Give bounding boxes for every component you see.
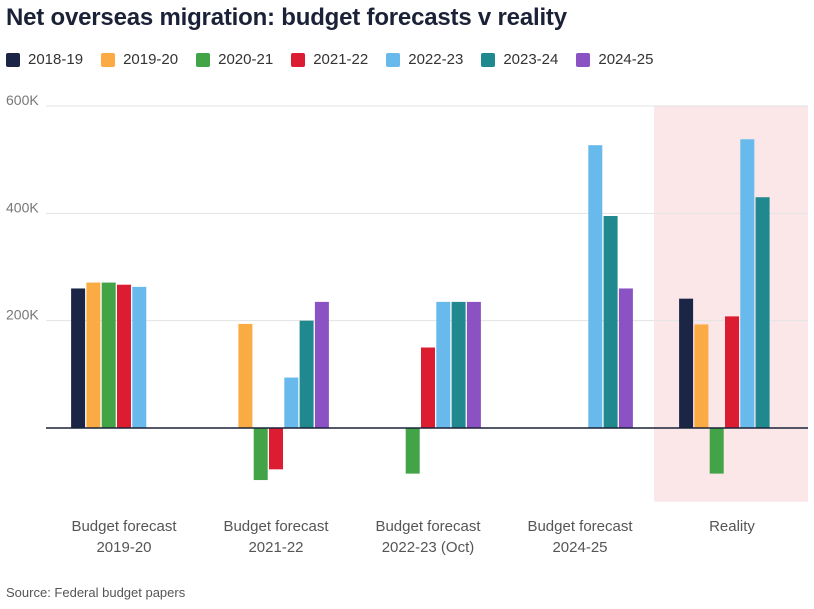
bar	[740, 139, 755, 429]
x-category-label: Budget forecast	[375, 518, 481, 535]
source-note: Source: Federal budget papers	[6, 585, 186, 600]
x-category-label: 2021-22	[248, 539, 303, 556]
legend-label: 2021-22	[313, 51, 369, 68]
legend-swatch	[481, 52, 496, 67]
bar	[421, 347, 435, 428]
legend-label: 2024-25	[598, 51, 654, 68]
legend-item[interactable]: 2019-20	[101, 51, 178, 68]
legend-swatch	[291, 52, 306, 67]
legend-swatch	[196, 52, 211, 67]
legend-label: 2023-24	[503, 51, 559, 68]
legend-item[interactable]: 2023-24	[481, 51, 558, 68]
bar	[71, 288, 86, 428]
x-category-label: 2024-25	[552, 539, 607, 556]
bar	[299, 320, 314, 428]
reality-highlight-band	[654, 106, 808, 502]
x-category-label: 2022-23 (Oct)	[382, 539, 475, 556]
bar	[588, 145, 603, 428]
legend-label: 2018-19	[28, 51, 84, 68]
legend-label: 2019-20	[123, 51, 179, 68]
bar	[603, 216, 618, 428]
bar	[755, 197, 770, 428]
legend-swatch	[101, 52, 116, 67]
x-category-label: Reality	[709, 518, 755, 535]
x-category-label: Budget forecast	[71, 518, 177, 535]
bar	[709, 428, 724, 474]
x-category-label: Budget forecast	[223, 518, 329, 535]
bar	[314, 301, 329, 428]
legend-swatch	[576, 52, 591, 67]
legend-item[interactable]: 2020-21	[196, 51, 273, 68]
legend-item[interactable]: 2021-22	[291, 51, 368, 68]
bar	[86, 282, 101, 428]
legend-label: 2022-23	[408, 51, 464, 68]
bar	[269, 428, 283, 470]
bar	[694, 324, 709, 428]
bar	[618, 288, 633, 428]
bar	[405, 428, 420, 474]
legend-item[interactable]: 2024-25	[576, 51, 653, 68]
y-tick-label: 200K	[6, 307, 39, 323]
legend-swatch	[6, 52, 20, 67]
legend-label: 2020-21	[218, 51, 274, 68]
bar	[117, 284, 131, 428]
bar	[132, 286, 147, 428]
bar	[436, 301, 451, 428]
bar	[253, 428, 268, 481]
legend-item[interactable]: 2022-23	[386, 51, 463, 68]
legend-item[interactable]: 2018-19	[6, 51, 83, 68]
bar	[101, 282, 116, 428]
bar	[725, 316, 739, 428]
y-tick-label: 400K	[6, 199, 39, 215]
x-category-label: 2019-20	[96, 539, 151, 556]
y-tick-label: 600K	[6, 92, 39, 108]
bar	[284, 377, 299, 428]
bar	[451, 301, 466, 428]
legend-swatch	[386, 52, 401, 67]
x-category-label: Budget forecast	[527, 518, 633, 535]
bar	[679, 298, 694, 428]
bar	[238, 323, 253, 428]
chart-title: Net overseas migration: budget forecasts…	[6, 4, 567, 31]
chart-legend: 2018-19 2019-20 2020-21 2021-22 2022-23 2023-…	[6, 51, 671, 68]
bar	[466, 301, 481, 428]
